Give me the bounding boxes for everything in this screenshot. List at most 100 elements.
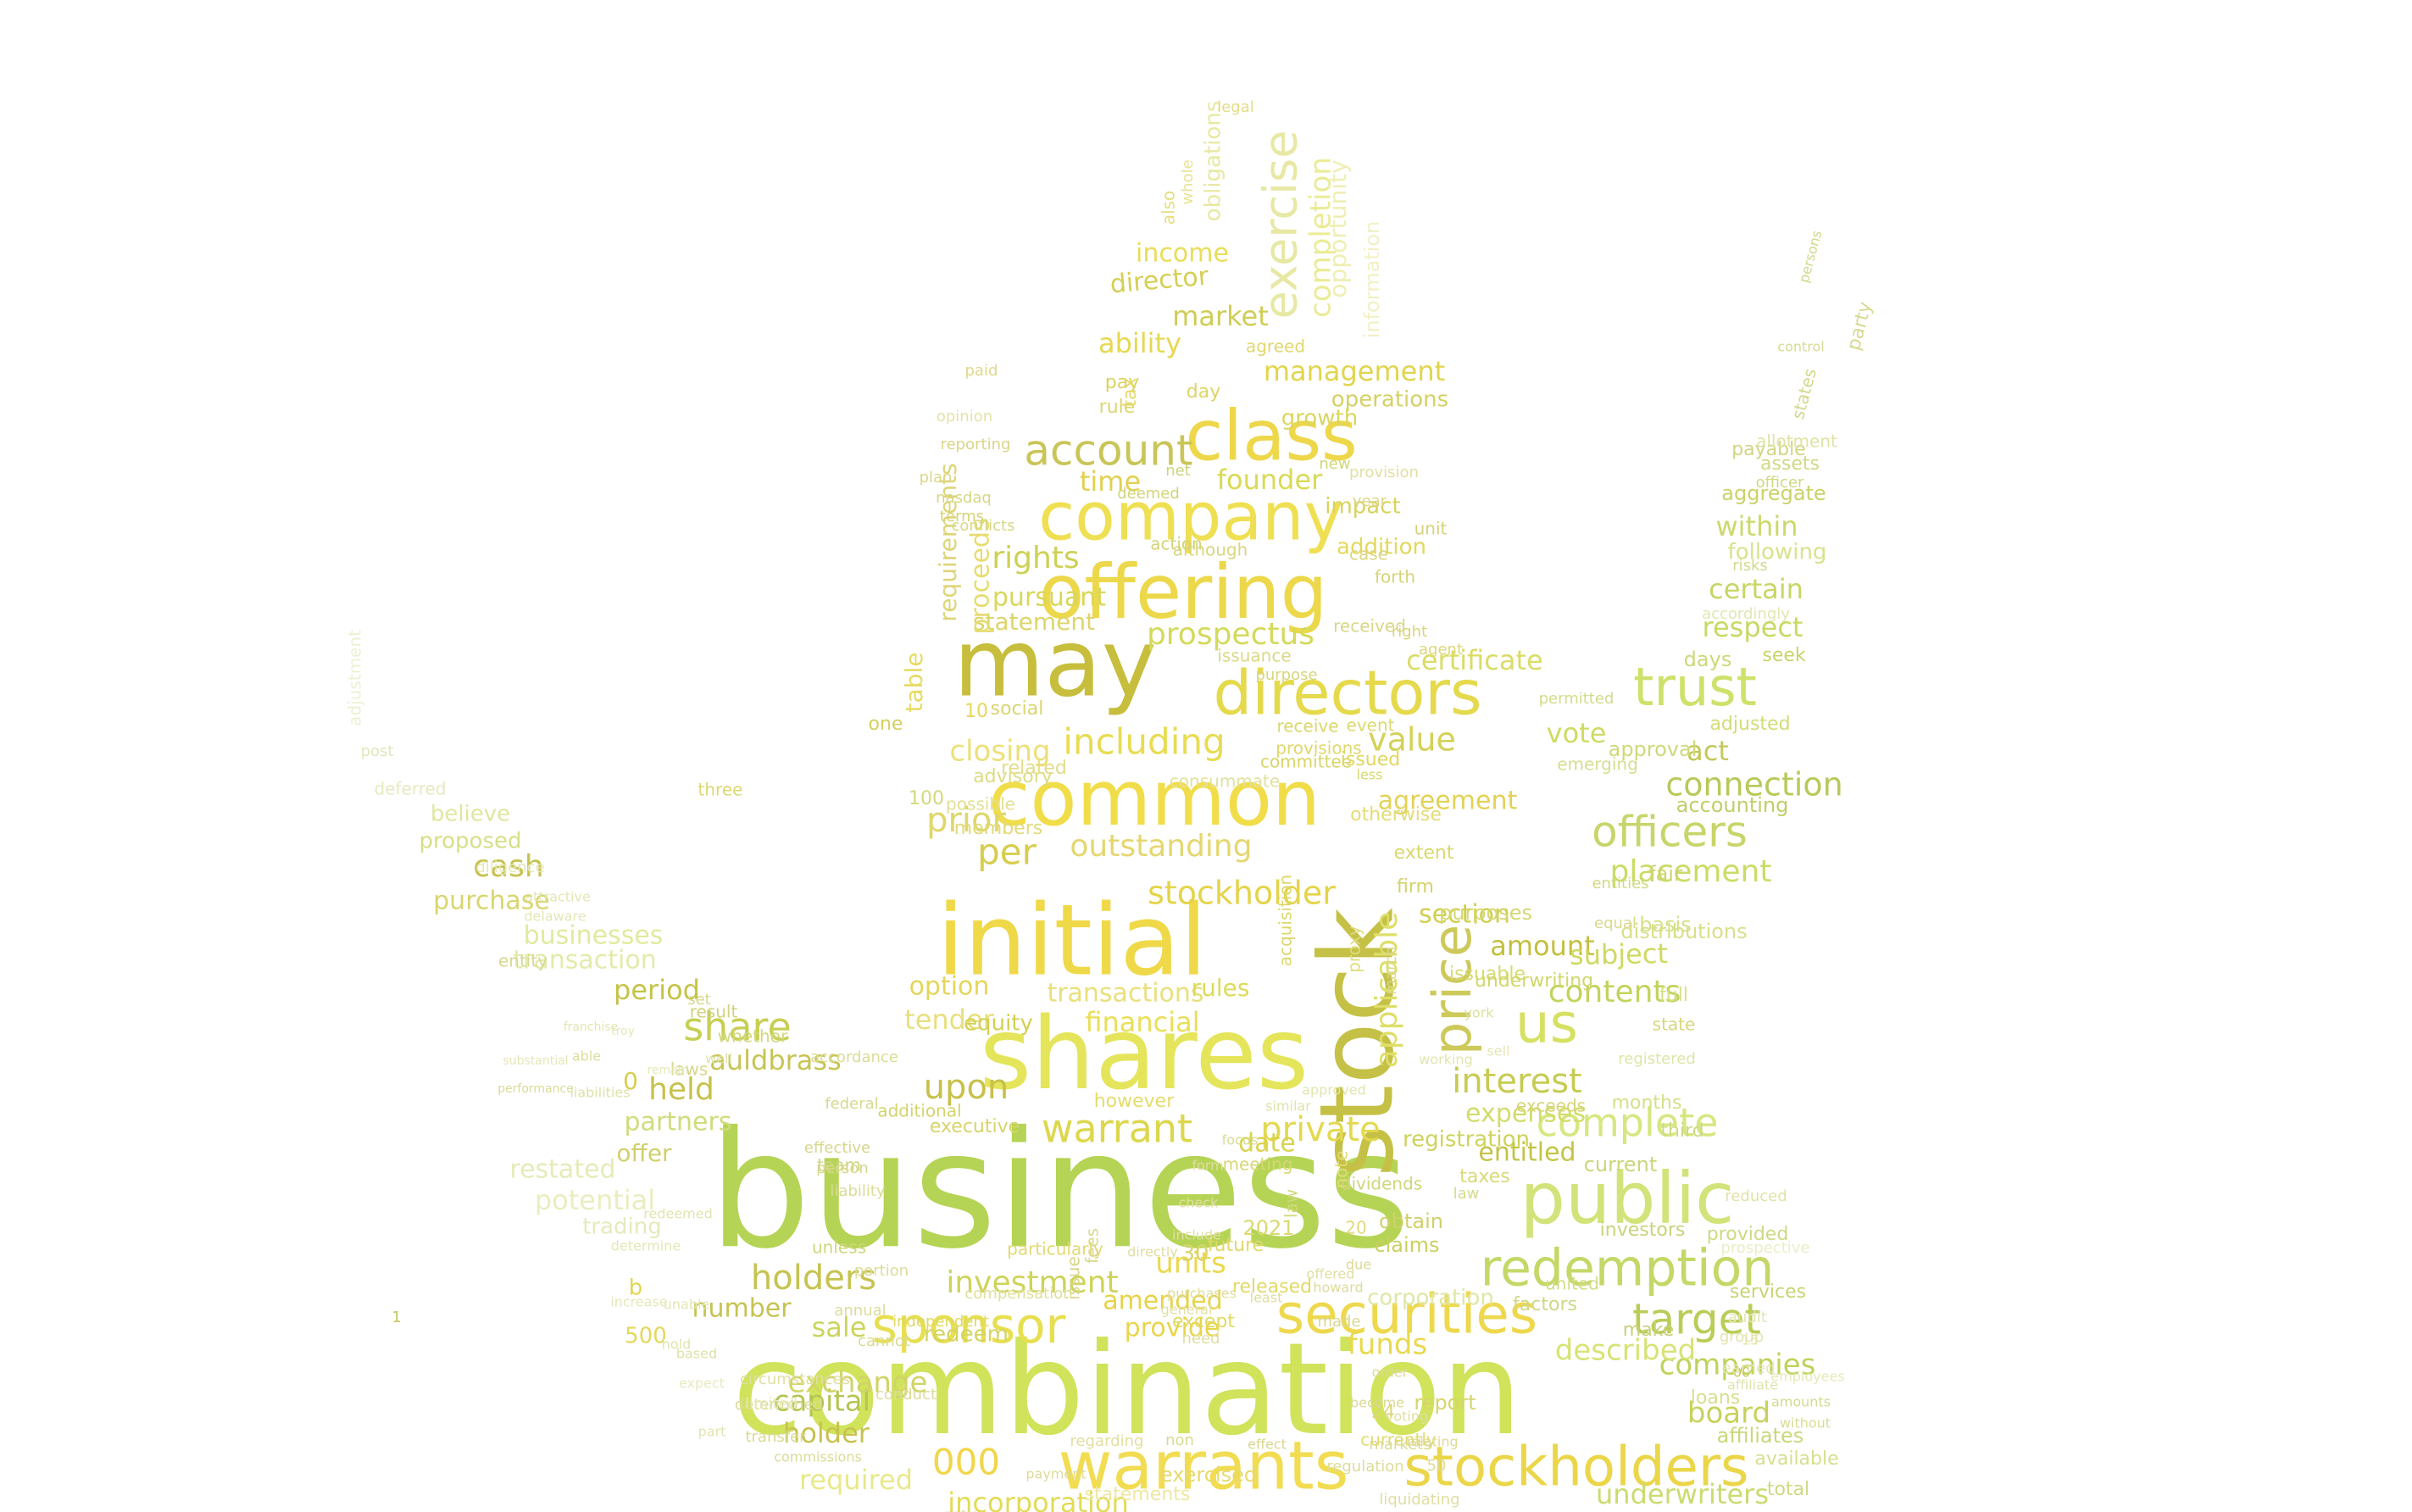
word-regulation: regulation — [1326, 1458, 1403, 1476]
word-determined: determined — [735, 1396, 823, 1414]
word-upon: upon — [924, 1068, 1009, 1107]
word-including: including — [1063, 721, 1225, 763]
word-nasdaq: nasdaq — [936, 489, 992, 507]
word-rules: rules — [1192, 974, 1250, 1002]
word-connection: connection — [1665, 766, 1842, 803]
word-circumstances: circumstances — [740, 1370, 850, 1388]
word-accounting: accounting — [1676, 793, 1789, 817]
word-required: required — [799, 1464, 913, 1496]
word-receive: receive — [1276, 716, 1338, 737]
word-1: 1 — [392, 1309, 401, 1326]
word-current: current — [1584, 1153, 1658, 1176]
word-target: target — [1632, 1295, 1761, 1344]
word-account: account — [1024, 426, 1192, 475]
word-related: related — [1001, 758, 1067, 779]
word-investors: investors — [1600, 1220, 1686, 1241]
word-regarding: regarding — [1070, 1432, 1144, 1450]
word-available: available — [1754, 1448, 1838, 1470]
word-social: social — [991, 698, 1044, 720]
word-team: team — [817, 1155, 861, 1176]
word-audit: audit — [1728, 1309, 1767, 1326]
word-agreed: agreed — [1246, 336, 1305, 357]
word-case: case — [1349, 544, 1388, 564]
word-investment: investment — [946, 1265, 1118, 1300]
word-liquidating: liquidating — [1379, 1491, 1459, 1509]
word-completion: completion — [1304, 157, 1338, 318]
word-federal: federal — [825, 1095, 878, 1113]
word-units: units — [1155, 1247, 1226, 1281]
word-forth: forth — [1375, 567, 1415, 587]
word-issued: issued — [1341, 749, 1400, 770]
word-diligence: diligence — [475, 859, 544, 876]
word-10: 10 — [964, 701, 988, 722]
word-three: three — [698, 780, 743, 800]
word-group: group — [1720, 1328, 1764, 1346]
word-private: private — [1260, 1110, 1380, 1149]
word-result: result — [690, 1002, 738, 1022]
word-made: made — [1317, 1313, 1360, 1331]
word-third: third — [1660, 1120, 1703, 1142]
word-limited: limited — [745, 1395, 798, 1413]
word-deemed: deemed — [1117, 485, 1180, 503]
word-executive: executive — [930, 1116, 1020, 1137]
word-stockholder: stockholder — [1148, 875, 1336, 912]
word-incorporation: incorporation — [948, 1487, 1128, 1512]
word-whether: whether — [718, 1026, 788, 1047]
word-vote: vote — [1547, 717, 1607, 749]
word-right: right — [1392, 623, 1427, 641]
word-pay: pay — [1105, 372, 1139, 393]
word-founder: founder — [1217, 464, 1323, 496]
word-check: check — [1179, 1195, 1220, 1211]
word-trading: trading — [582, 1215, 662, 1240]
word-entitled: entitled — [1478, 1138, 1576, 1168]
word-although: although — [1173, 540, 1248, 560]
word-partners: partners — [625, 1108, 732, 1137]
word-contents: contents — [1548, 975, 1681, 1009]
word-table: table — [900, 653, 928, 713]
word-employees: employees — [1770, 1369, 1844, 1385]
word-purchases: purchases — [1167, 1286, 1237, 1302]
word-well: well — [705, 1051, 732, 1067]
word-deferred: deferred — [375, 779, 447, 799]
word-period: period — [614, 974, 700, 1006]
word-services: services — [1730, 1281, 1806, 1303]
word-affiliate: affiliate — [1727, 1377, 1778, 1393]
word-troy: troy — [611, 1025, 635, 1038]
word-underwriting: underwriting — [1475, 970, 1593, 992]
word-restated: restated — [509, 1155, 615, 1185]
word-requirements: requirements — [934, 463, 962, 621]
word-amended: amended — [1103, 1287, 1223, 1316]
word-notice: notice — [944, 1507, 986, 1512]
word-attractive: attractive — [525, 889, 591, 905]
word-provisions: provisions — [1275, 738, 1361, 759]
word-exercised: exercised — [1160, 1463, 1257, 1487]
word-received: received — [1333, 616, 1406, 636]
word-sell: sell — [1487, 1043, 1509, 1059]
word-post: post — [361, 742, 394, 760]
word-tax: tax — [1120, 377, 1141, 407]
word-equal: equal — [1594, 914, 1637, 932]
word-annual: annual — [834, 1302, 886, 1320]
word-york: york — [1464, 1005, 1494, 1021]
word-act: act — [1687, 735, 1729, 767]
word-outstanding: outstanding — [1070, 829, 1252, 864]
word-exchange: exchange — [788, 1366, 928, 1400]
word-exercise: exercise — [1254, 131, 1308, 320]
word-make: make — [1623, 1320, 1674, 1341]
word-complete: complete — [1537, 1100, 1719, 1146]
word-companies: companies — [1659, 1348, 1816, 1382]
word-per: per — [977, 831, 1037, 873]
word-entity: entity — [498, 951, 547, 971]
word-persons: persons — [1796, 229, 1826, 285]
word-proceeds: proceeds — [966, 518, 996, 634]
word-similar: similar — [1265, 1098, 1311, 1115]
word-warrants: warrants — [1059, 1428, 1349, 1504]
word-conduct: conduct — [875, 1386, 936, 1404]
word-payment: payment — [1025, 1466, 1086, 1482]
word-15: 15 — [1742, 1332, 1759, 1348]
word-obligations: obligations — [1201, 101, 1226, 222]
word-respect: respect — [1703, 611, 1803, 643]
word-committee: committee — [1260, 752, 1352, 772]
word-expenses: expenses — [1465, 1099, 1586, 1129]
word-redeemed: redeemed — [643, 1206, 713, 1222]
